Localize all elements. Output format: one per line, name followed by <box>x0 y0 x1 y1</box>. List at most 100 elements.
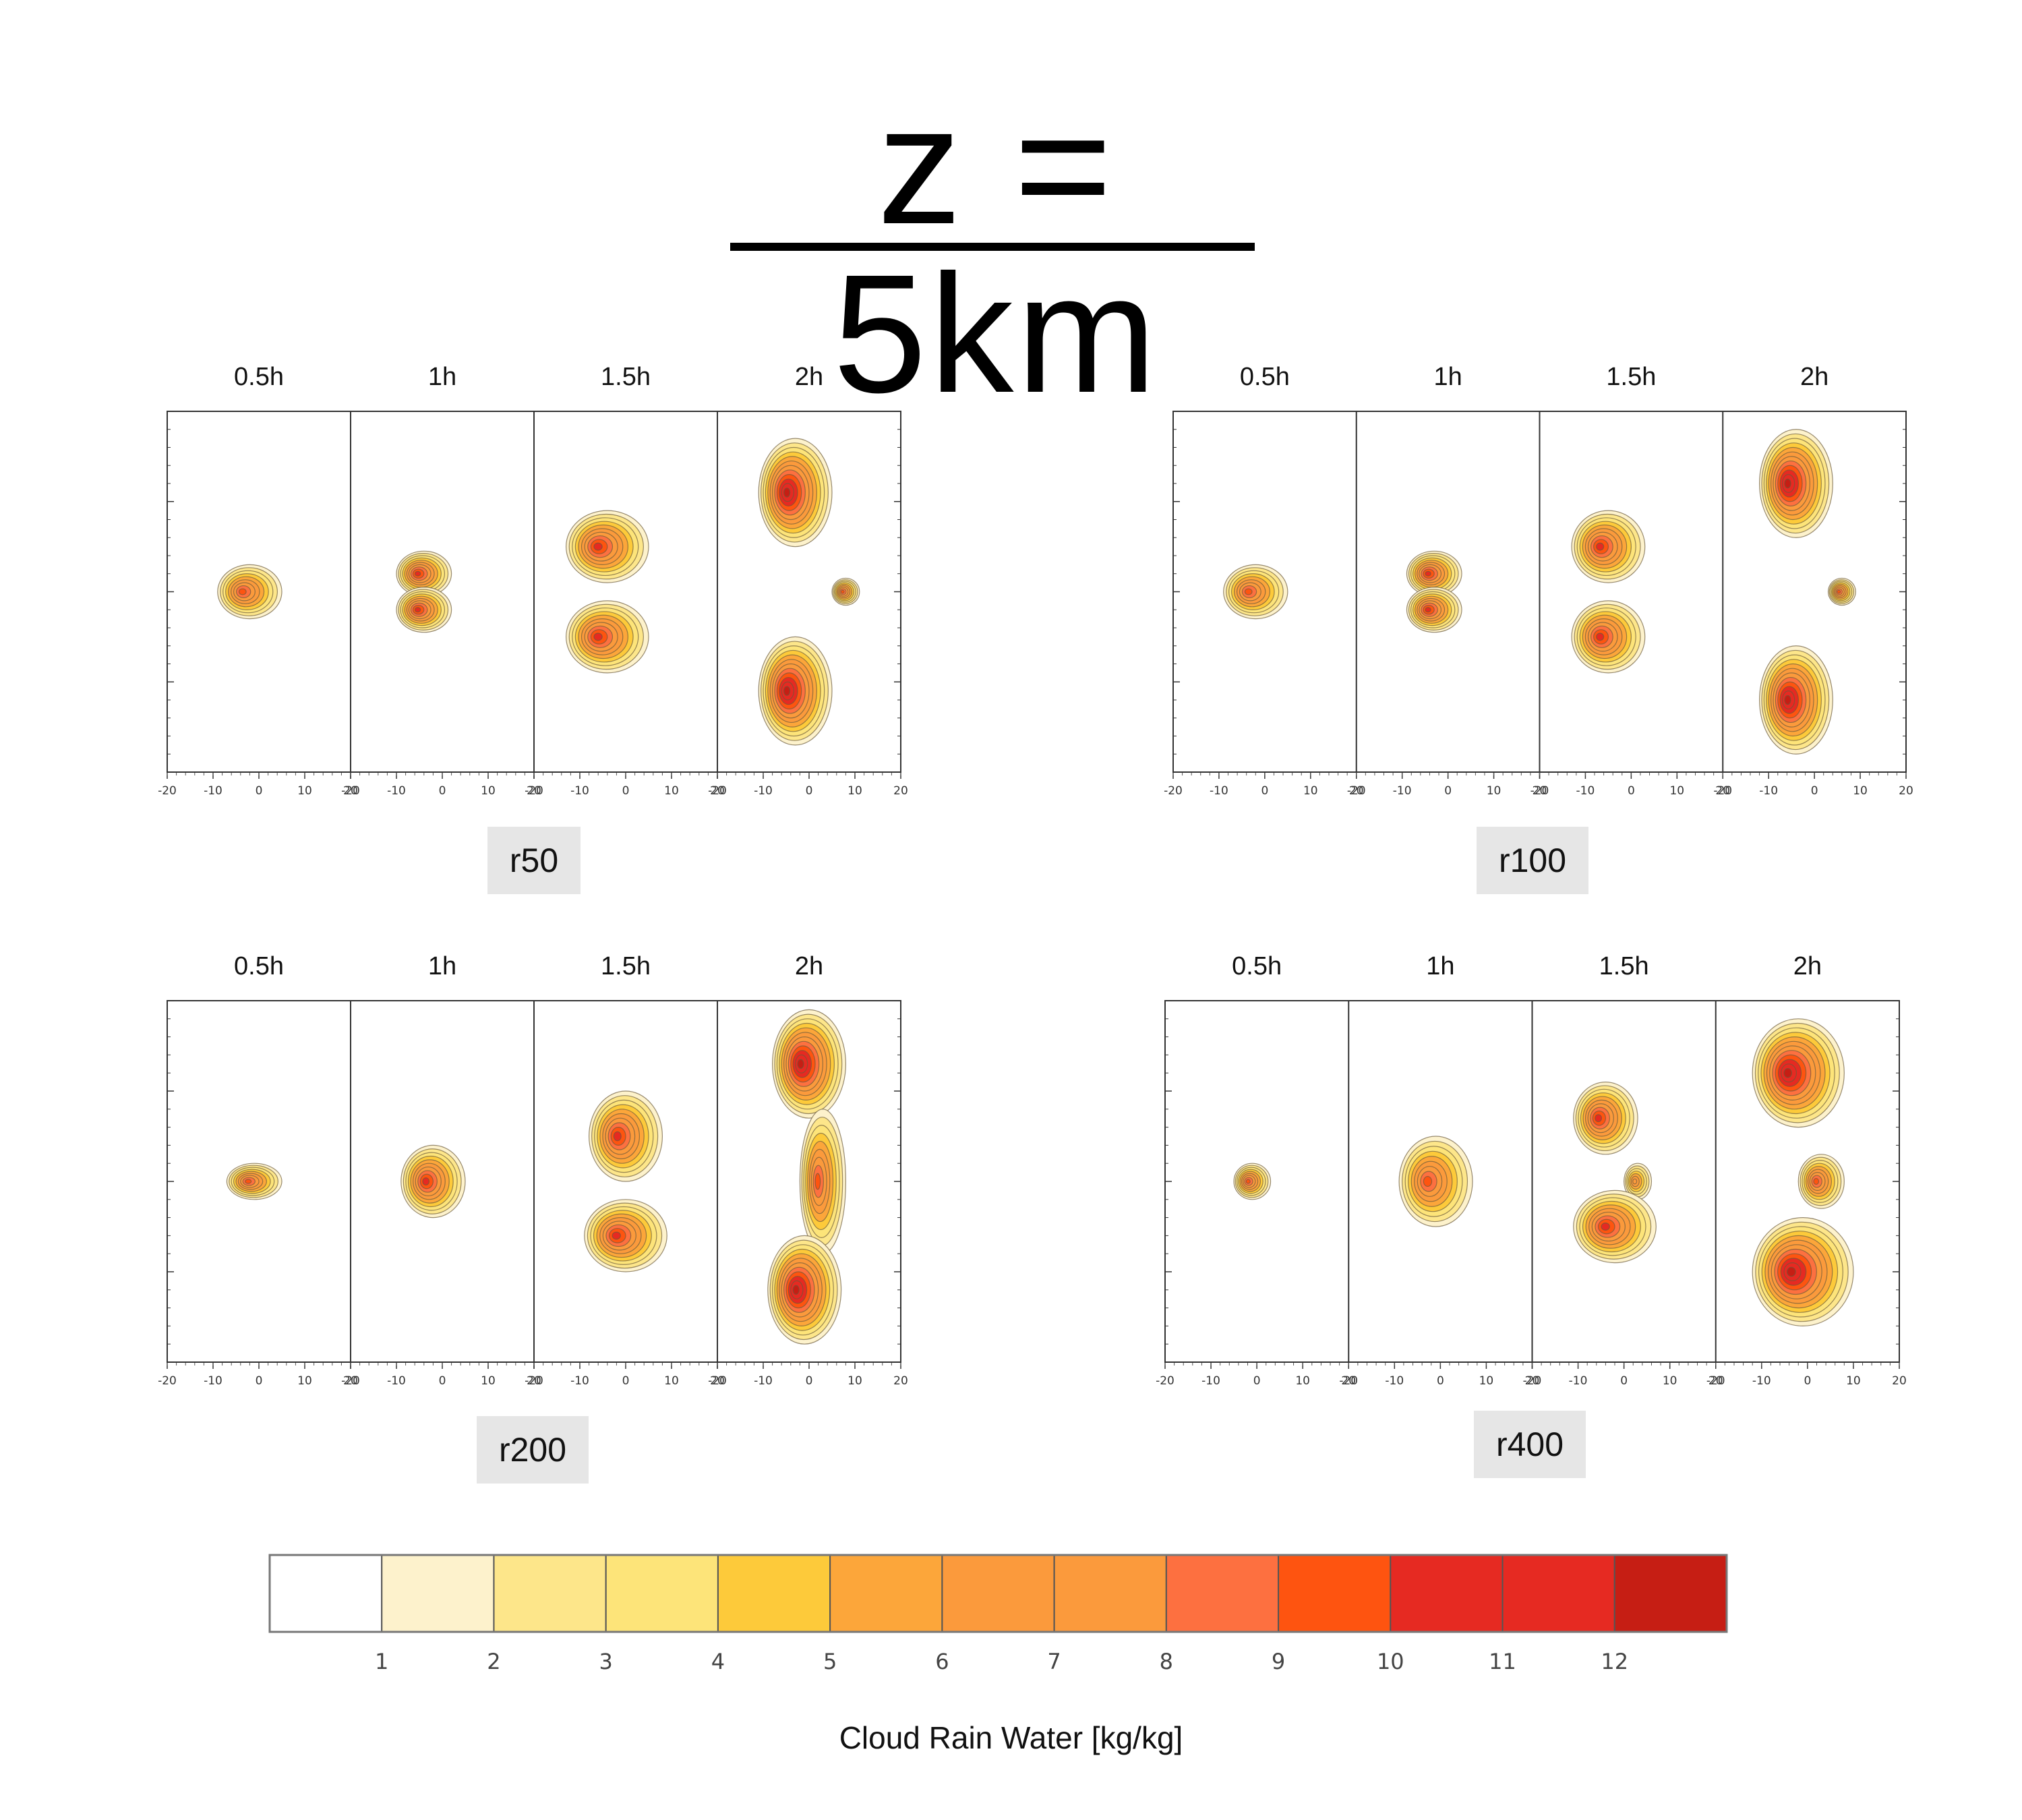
x-tick-label: 0 <box>256 1374 263 1388</box>
contour-blob <box>771 1009 846 1119</box>
contour-blob <box>799 1109 847 1254</box>
contour-level <box>1425 607 1431 613</box>
panel-r200: -20 -10 0 10 20-20 -10 0 10 20-20 -10 0 10 20-20 -10 0… <box>158 1000 908 1388</box>
colorbar-tick-label: 8 <box>1159 1649 1174 1674</box>
run-label-r400: r400 <box>1474 1411 1586 1478</box>
contour-level <box>1245 1179 1251 1184</box>
subpanel-r400-0: -20 -10 0 10 20 <box>1156 1163 1356 1388</box>
colorbar-tick-label: 1 <box>375 1649 389 1674</box>
x-tick-label: 0 <box>1804 1374 1811 1388</box>
x-tick-label: -10 <box>387 784 406 798</box>
x-tick-label: 10 <box>1853 784 1868 798</box>
x-tick-label: -10 <box>1569 1374 1588 1388</box>
x-tick-label: -10 <box>1393 784 1412 798</box>
contour-blob <box>400 1144 466 1219</box>
colorbar-tick-label: 2 <box>487 1649 501 1674</box>
contour-level <box>422 1177 430 1185</box>
subpanel-r50-1: -20 -10 0 10 20 <box>341 550 541 798</box>
x-tick-label: 10 <box>297 784 312 798</box>
contour-blob <box>588 1090 663 1182</box>
contour-level <box>1425 570 1431 577</box>
contour-blob <box>1827 577 1856 606</box>
contour-level <box>1813 1177 1820 1185</box>
contour-level <box>1632 1178 1638 1185</box>
colorbar-swatch <box>605 1554 719 1633</box>
contour-blob <box>1752 1216 1854 1326</box>
time-label: 2h <box>1793 952 1822 980</box>
x-tick-label: 10 <box>1487 784 1501 798</box>
x-tick-label: 20 <box>1525 1374 1540 1388</box>
contour-level <box>1423 1175 1433 1187</box>
contour-blob <box>1233 1163 1272 1200</box>
contour-blob <box>396 550 452 597</box>
x-tick-label: -20 <box>341 784 360 798</box>
x-tick-label: -10 <box>1759 784 1778 798</box>
colorbar-tick-label: 12 <box>1601 1649 1629 1674</box>
colorbar-swatch <box>381 1554 495 1633</box>
contour-level <box>238 588 247 595</box>
time-label: 0.5h <box>1239 363 1290 391</box>
x-tick-label: 20 <box>1341 1374 1356 1388</box>
colorbar-tick-label: 4 <box>711 1649 725 1674</box>
colorbar-tick-label: 3 <box>599 1649 613 1674</box>
contour-blob <box>758 438 833 548</box>
contour-level <box>783 488 791 498</box>
colorbar-tick-label: 9 <box>1271 1649 1286 1674</box>
time-label: 1h <box>1426 952 1455 980</box>
x-tick-label: 20 <box>893 1374 908 1388</box>
time-label: 0.5h <box>234 363 284 391</box>
x-tick-label: -20 <box>158 784 177 798</box>
x-tick-label: -20 <box>1164 784 1183 798</box>
contour-level <box>1244 588 1253 595</box>
colorbar-swatch <box>1165 1554 1280 1633</box>
contour-blob <box>565 510 649 583</box>
colorbar-swatch <box>941 1554 1055 1633</box>
contour-level <box>414 570 421 577</box>
contour-blob <box>1223 564 1288 620</box>
contour-level <box>1787 1266 1796 1277</box>
time-label: 2h <box>1800 363 1829 391</box>
time-label: 0.5h <box>1232 952 1282 980</box>
subpanel-r400-1: -20 -10 0 10 20 <box>1339 1136 1539 1388</box>
x-tick-label: -10 <box>570 784 589 798</box>
contour-blob <box>758 636 833 746</box>
contour-level <box>1596 542 1605 551</box>
panel-r100: -20 -10 0 10 20-20 -10 0 10 20-20 -10 0 10 20-20 -10 0… <box>1164 411 1913 798</box>
subpanel-r200-3: -20 -10 0 10 20 <box>708 1009 908 1388</box>
x-tick-label: 20 <box>343 1374 358 1388</box>
x-tick-label: -20 <box>1347 784 1366 798</box>
x-tick-label: 10 <box>664 1374 679 1388</box>
colorbar-swatch <box>1501 1554 1615 1633</box>
contour-level <box>1596 633 1605 641</box>
x-tick-label: -20 <box>1523 1374 1542 1388</box>
time-label: 2h <box>794 363 824 391</box>
panel-r400: -20 -10 0 10 20-20 -10 0 10 20-20 -10 0 10 20-20 -10 0… <box>1156 1000 1907 1388</box>
time-label: 1h <box>427 952 457 980</box>
colorbar-tick-label: 11 <box>1489 1649 1516 1674</box>
x-tick-label: 0 <box>1444 784 1452 798</box>
contour-level <box>414 607 421 613</box>
x-tick-label: 0 <box>806 784 813 798</box>
colorbar-swatch <box>1278 1554 1392 1633</box>
contour-blob <box>226 1163 283 1200</box>
x-tick-label: 10 <box>481 1374 496 1388</box>
colorbar-swatch <box>829 1554 943 1633</box>
contour-level <box>1837 589 1841 594</box>
contour-level <box>245 1179 252 1184</box>
colorbar-swatch <box>1390 1554 1504 1633</box>
x-tick-label: -20 <box>341 1374 360 1388</box>
colorbar <box>268 1554 1728 1633</box>
x-tick-label: 0 <box>256 784 263 798</box>
x-tick-label: -10 <box>570 1374 589 1388</box>
x-tick-label: -10 <box>754 1374 773 1388</box>
x-tick-label: 20 <box>1533 784 1547 798</box>
contour-blob <box>1758 645 1833 755</box>
x-tick-label: -10 <box>754 784 773 798</box>
colorbar-swatch <box>493 1554 607 1633</box>
contour-blob <box>1573 1081 1638 1155</box>
x-tick-label: 20 <box>527 784 541 798</box>
x-tick-label: 20 <box>710 784 725 798</box>
x-tick-label: -20 <box>1156 1374 1174 1388</box>
x-tick-label: 20 <box>1708 1374 1723 1388</box>
